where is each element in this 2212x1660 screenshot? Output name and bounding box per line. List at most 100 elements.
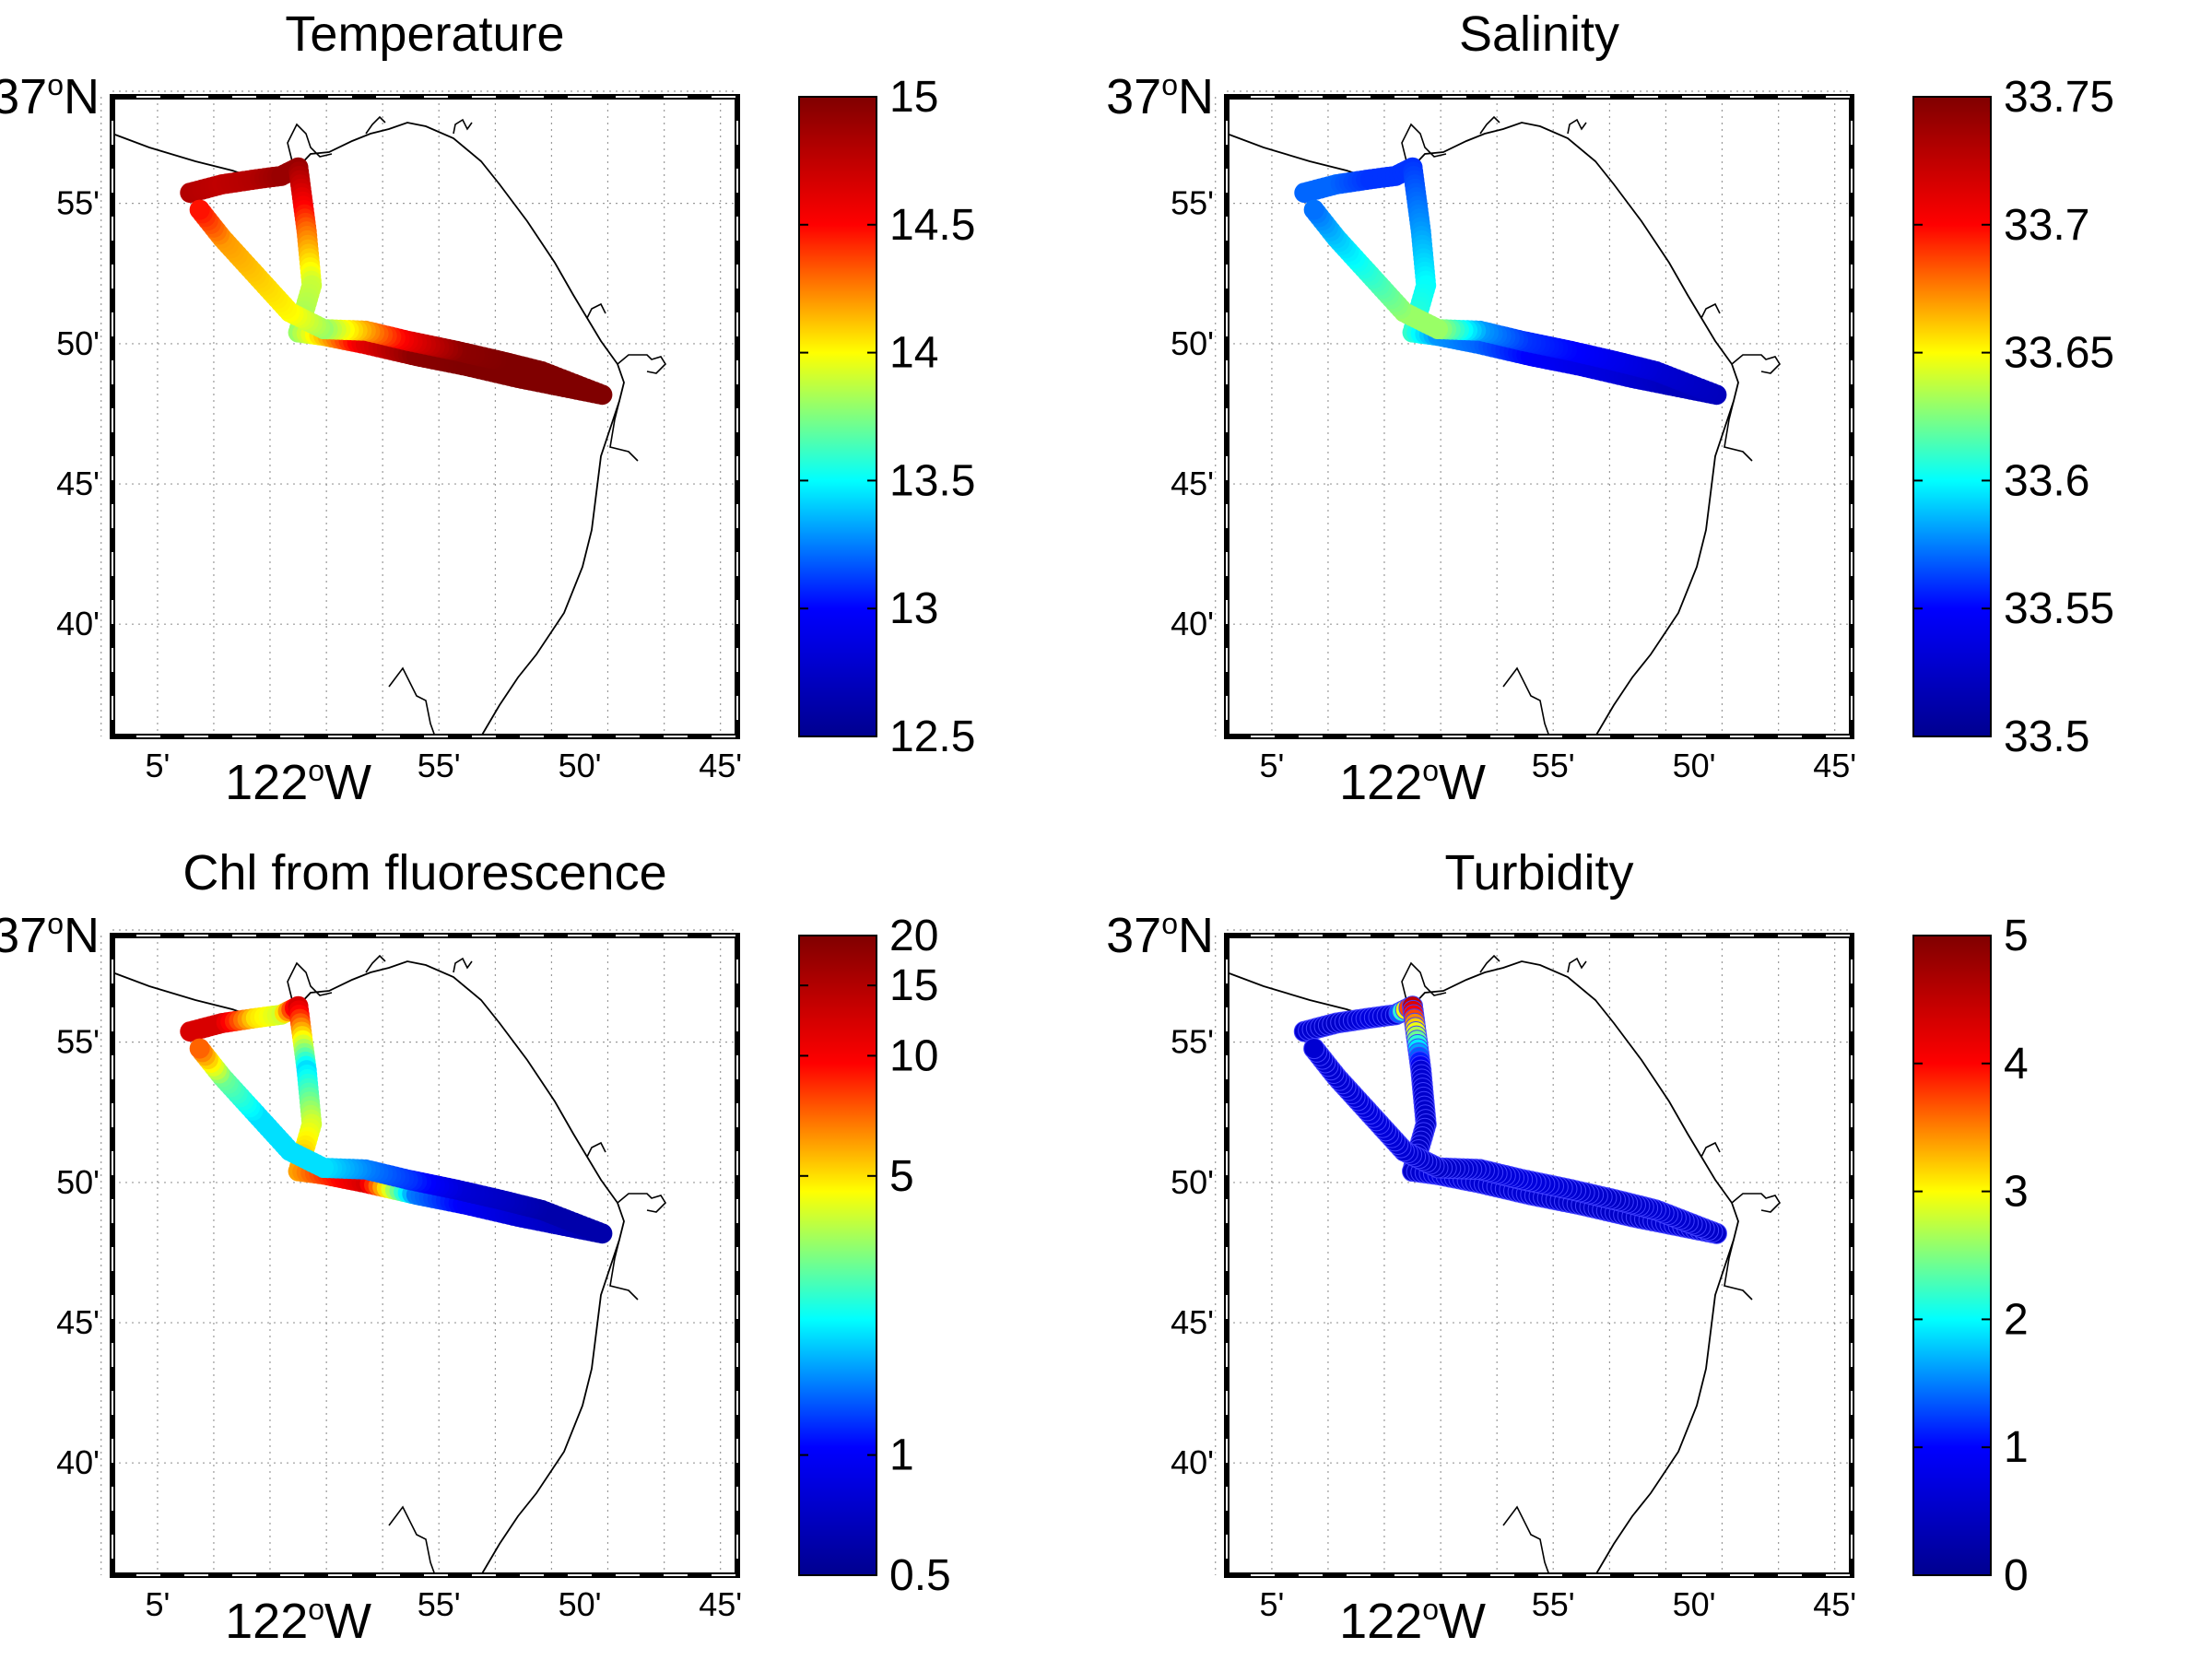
coastline-detail — [1567, 118, 1587, 135]
lat-main-hemi: N — [1178, 908, 1214, 963]
lon-main-sup: o — [308, 754, 324, 787]
colorbar-tick-label: 33.7 — [2004, 201, 2089, 250]
coastline-detail — [453, 118, 473, 135]
lat-tick-label: 50' — [56, 324, 100, 362]
lon-main-deg: 122 — [225, 755, 308, 810]
coastline-detail — [1700, 302, 1721, 319]
colorbar-tick-label: 14 — [889, 329, 938, 378]
colorbar-tick-label: 33.65 — [2004, 329, 2114, 378]
colorbar — [1912, 935, 1992, 1576]
lon-tick-label: 50' — [1673, 747, 1716, 784]
colorbar-tick-label: 13 — [889, 584, 938, 633]
coastline-detail — [586, 302, 606, 319]
coastline-detail — [1392, 961, 1447, 1018]
lat-tick-label: 55' — [1171, 1023, 1214, 1061]
colorbar-tick-label: 0 — [2004, 1551, 2029, 1600]
colorbar-tick-label: 20 — [889, 912, 938, 960]
lon-tick-label: 45' — [1813, 747, 1856, 784]
lon-main-sup: o — [308, 1593, 324, 1626]
panel-title: Turbidity — [1444, 845, 1633, 901]
coastline — [112, 122, 625, 737]
colorbar-tick-label: 14.5 — [889, 201, 975, 250]
lon-main-sup: o — [1422, 754, 1439, 787]
lat-tick-label: 50' — [56, 1163, 100, 1201]
lon-tick-label: 5' — [145, 1585, 170, 1623]
lon-tick-label: 50' — [559, 1585, 602, 1623]
lon-tick-label: 55' — [1532, 1585, 1575, 1623]
colorbar-tick-label: 1 — [2004, 1423, 2029, 1472]
lat-main-hemi: N — [64, 908, 100, 963]
lon-tick-label: 5' — [145, 747, 170, 784]
lat-main-sup: o — [1161, 907, 1178, 940]
lat-main-deg: 37 — [0, 69, 47, 124]
coastline-detail — [617, 354, 667, 374]
panel-title: Temperature — [285, 6, 564, 62]
lat-main-deg: 37 — [1106, 69, 1161, 124]
coastline-detail — [388, 1505, 436, 1576]
coastline-detail — [1392, 123, 1447, 179]
colorbar — [1912, 96, 1992, 737]
lon-main-deg: 122 — [225, 1594, 308, 1649]
coastline-detail — [586, 1141, 606, 1158]
lat-main-sup: o — [47, 907, 64, 940]
coastline-detail — [1502, 1505, 1550, 1576]
coastline-detail — [1724, 400, 1753, 462]
lon-tick-label: 55' — [1532, 747, 1575, 784]
coastline — [1226, 122, 1739, 737]
colorbar-tick-label: 2 — [2004, 1295, 2029, 1344]
lon-tick-label: 5' — [1259, 1585, 1284, 1623]
lat-tick-label: 45' — [1171, 1303, 1214, 1341]
lon-main-hemi: W — [1439, 1594, 1486, 1649]
colorbar-tick-label: 4 — [2004, 1040, 2029, 1089]
coastline-detail — [1731, 354, 1782, 374]
lon-tick-label: 55' — [418, 1585, 461, 1623]
coastline-detail — [1567, 957, 1587, 973]
coastline-detail — [1731, 1193, 1782, 1213]
track-point — [189, 1038, 210, 1059]
colorbar-tick-label: 33.5 — [2004, 712, 2089, 761]
colorbar-tick-label: 13.5 — [889, 456, 975, 505]
coastline-detail — [609, 400, 639, 462]
lon-tick-label: 5' — [1259, 747, 1284, 784]
lat-main-hemi: N — [64, 69, 100, 124]
lat-tick-label: 50' — [1171, 1163, 1214, 1201]
coastline-detail — [1479, 954, 1500, 973]
lat-tick-label: 40' — [56, 1443, 100, 1481]
track-point — [1303, 1038, 1325, 1060]
lat-tick-label: 40' — [56, 605, 100, 642]
lat-tick-label: 45' — [56, 465, 100, 502]
coastline-detail — [617, 1193, 667, 1213]
coastline-detail — [365, 115, 386, 135]
coastline-detail — [1502, 666, 1550, 737]
lat-main-deg: 37 — [1106, 908, 1161, 963]
lat-main-hemi: N — [1178, 69, 1214, 124]
lat-tick-label: 40' — [1171, 605, 1214, 642]
coastline-detail — [1724, 1239, 1753, 1301]
lat-main-sup: o — [1161, 68, 1178, 101]
coastline — [1226, 960, 1739, 1576]
coastline-detail — [388, 666, 436, 737]
lon-tick-label: 55' — [418, 747, 461, 784]
lat-main-label: 37oN — [0, 907, 100, 963]
coastline-detail — [365, 954, 386, 973]
lat-tick-label: 45' — [1171, 465, 1214, 502]
colorbar-tick-label: 12.5 — [889, 712, 975, 761]
colorbar-tick-label: 33.75 — [2004, 73, 2114, 122]
lat-main-deg: 37 — [0, 908, 47, 963]
lon-tick-label: 45' — [1813, 1585, 1856, 1623]
lon-main-label: 122oW — [1339, 754, 1486, 810]
colorbar-tick-label: 5 — [889, 1152, 914, 1201]
panel-title: Salinity — [1459, 6, 1619, 62]
lat-tick-label: 55' — [1171, 184, 1214, 222]
lon-main-deg: 122 — [1339, 1594, 1422, 1649]
coastline-detail — [1479, 115, 1500, 135]
lon-tick-label: 45' — [699, 1585, 742, 1623]
colorbar-tick-label: 10 — [889, 1031, 938, 1080]
lat-tick-label: 40' — [1171, 1443, 1214, 1481]
colorbar — [798, 935, 877, 1576]
coastline-detail — [1700, 1141, 1721, 1158]
